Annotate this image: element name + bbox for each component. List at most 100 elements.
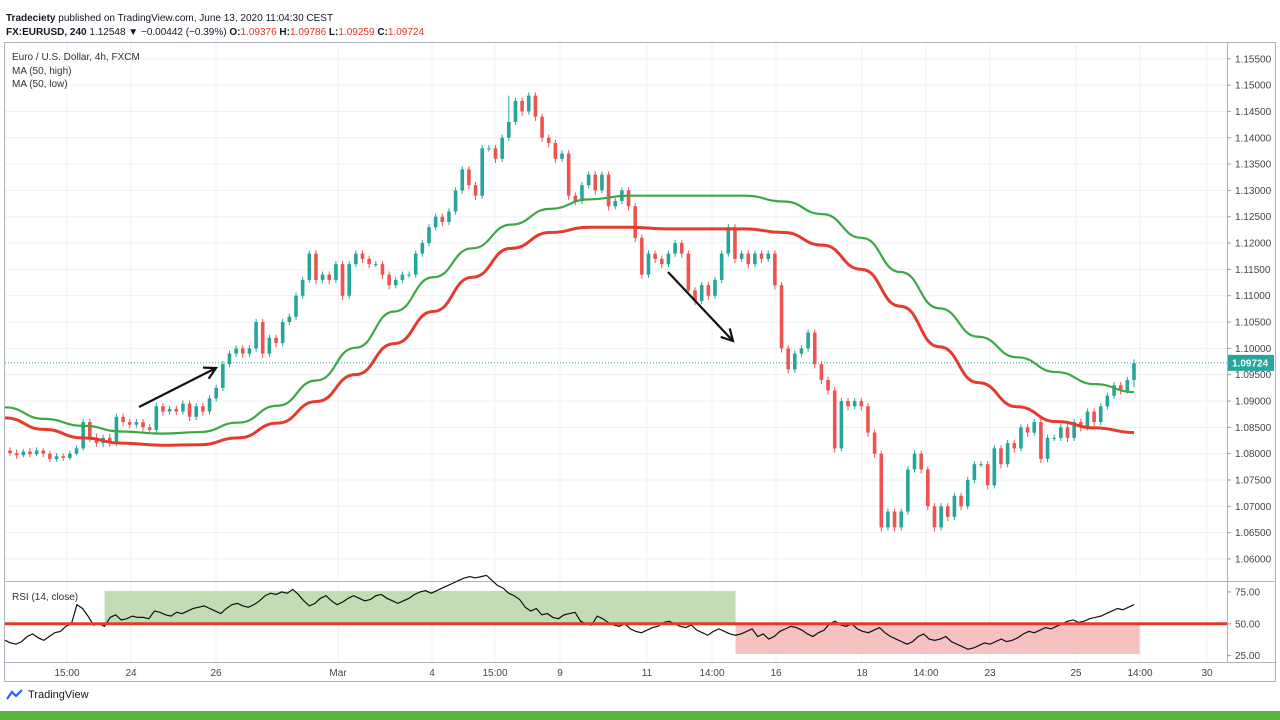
candle-body: [733, 227, 737, 259]
candle-body: [613, 200, 618, 207]
chart-title: Euro / U.S. Dollar, 4h, FXCM: [12, 52, 140, 63]
candle-body: [480, 148, 485, 196]
candle-body: [979, 464, 983, 466]
candle-body: [693, 290, 697, 301]
time-tick-label: 9: [557, 668, 563, 679]
price-tick-label: 1.12500: [1235, 212, 1272, 223]
candle-body: [932, 506, 937, 528]
candle-body: [919, 453, 923, 470]
time-tick-label: 14:00: [1127, 668, 1152, 679]
time-tick-label: 14:00: [699, 668, 724, 679]
time-tick-label: 18: [856, 668, 868, 679]
candle-body: [586, 174, 591, 186]
candle-body: [1045, 437, 1050, 459]
candle-body: [181, 403, 185, 412]
candle-body: [280, 322, 285, 344]
time-tick-label: 30: [1201, 668, 1213, 679]
candle-body: [899, 511, 904, 528]
candle-body: [334, 264, 338, 280]
candle-body: [1012, 443, 1017, 449]
price-tick-label: 1.14500: [1235, 107, 1272, 118]
candle-body: [786, 348, 790, 370]
candle-body: [473, 185, 478, 196]
candle-body: [959, 495, 963, 507]
candle-body: [1092, 411, 1096, 423]
candle-body: [679, 243, 684, 254]
candle-body: [626, 190, 631, 207]
candle-body: [746, 253, 751, 265]
candle-body: [161, 406, 165, 412]
candle-body: [1019, 427, 1023, 449]
symbol-header: FX:EURUSD, 240 1.12548 ▼ −0.00442 (−0.39…: [6, 27, 424, 38]
candle-body: [633, 206, 637, 238]
price-tick-label: 1.08500: [1235, 423, 1272, 434]
candle-body: [926, 469, 930, 507]
candle-body: [500, 137, 504, 159]
candle-body: [34, 450, 39, 455]
candle-body: [892, 511, 897, 528]
candle-body: [367, 258, 371, 265]
candle-body: [1059, 427, 1063, 438]
candle-body: [779, 285, 784, 349]
low-value: 1.09259: [338, 27, 375, 38]
candle-body: [773, 253, 777, 286]
candle-body: [945, 506, 950, 517]
candle-body: [413, 253, 418, 275]
candle-body: [320, 274, 325, 280]
tradingview-logo-icon: [6, 689, 23, 700]
candle-body: [254, 322, 258, 349]
candle-body: [433, 216, 438, 228]
candle-body: [274, 337, 278, 344]
tradingview-brand[interactable]: TradingView: [6, 689, 89, 701]
candle-body: [134, 422, 139, 425]
candle-body: [460, 169, 465, 191]
candle-body: [507, 121, 511, 138]
price-tick-label: 1.13000: [1235, 186, 1272, 197]
candle-body: [247, 348, 252, 354]
candle-body: [526, 95, 531, 112]
candle-body: [420, 243, 425, 254]
candle-body: [839, 401, 844, 449]
price-tick-label: 1.09000: [1235, 397, 1272, 408]
candle-body: [666, 253, 671, 265]
candle-body: [201, 406, 205, 412]
rsi-legend[interactable]: RSI (14, close): [12, 592, 79, 603]
candle-body: [846, 401, 850, 407]
candle-body: [866, 406, 870, 433]
candle-body: [1105, 395, 1110, 407]
change-text: ▼ −0.00442 (−0.39%): [128, 27, 227, 38]
candle-body: [593, 174, 598, 191]
price-tick-label: 1.06500: [1235, 528, 1272, 539]
candle-body: [580, 185, 584, 201]
candle-body: [673, 243, 677, 254]
publisher-name: Tradeciety: [6, 13, 56, 24]
time-tick-label: 23: [984, 668, 996, 679]
candle-body: [799, 348, 804, 354]
candle-body: [1005, 443, 1010, 465]
candle-body: [327, 274, 332, 280]
candle-body: [906, 469, 910, 512]
candle-body: [1065, 427, 1070, 438]
candle-body: [234, 348, 238, 354]
candle-body: [167, 408, 172, 412]
ma-high-legend[interactable]: MA (50, high): [12, 66, 72, 77]
candle-body: [965, 479, 970, 507]
candle-body: [14, 453, 19, 456]
candle-body: [340, 264, 345, 296]
candle-body: [573, 195, 578, 201]
candle-body: [28, 451, 32, 455]
ma-low-legend[interactable]: MA (50, low): [12, 79, 68, 90]
price-tick-label: 1.09500: [1235, 370, 1272, 381]
candle-body: [806, 332, 810, 349]
candle-body: [852, 401, 857, 407]
candle-body: [819, 364, 824, 380]
candle-body: [300, 279, 305, 296]
candle-body: [214, 387, 218, 399]
candle-body: [127, 422, 132, 425]
candle-body: [879, 453, 884, 528]
publish-header: Tradeciety published on TradingView.com,…: [6, 13, 333, 24]
price-tick-label: 1.08000: [1235, 449, 1272, 460]
candle-body: [1025, 427, 1030, 433]
candle-body: [493, 148, 498, 159]
